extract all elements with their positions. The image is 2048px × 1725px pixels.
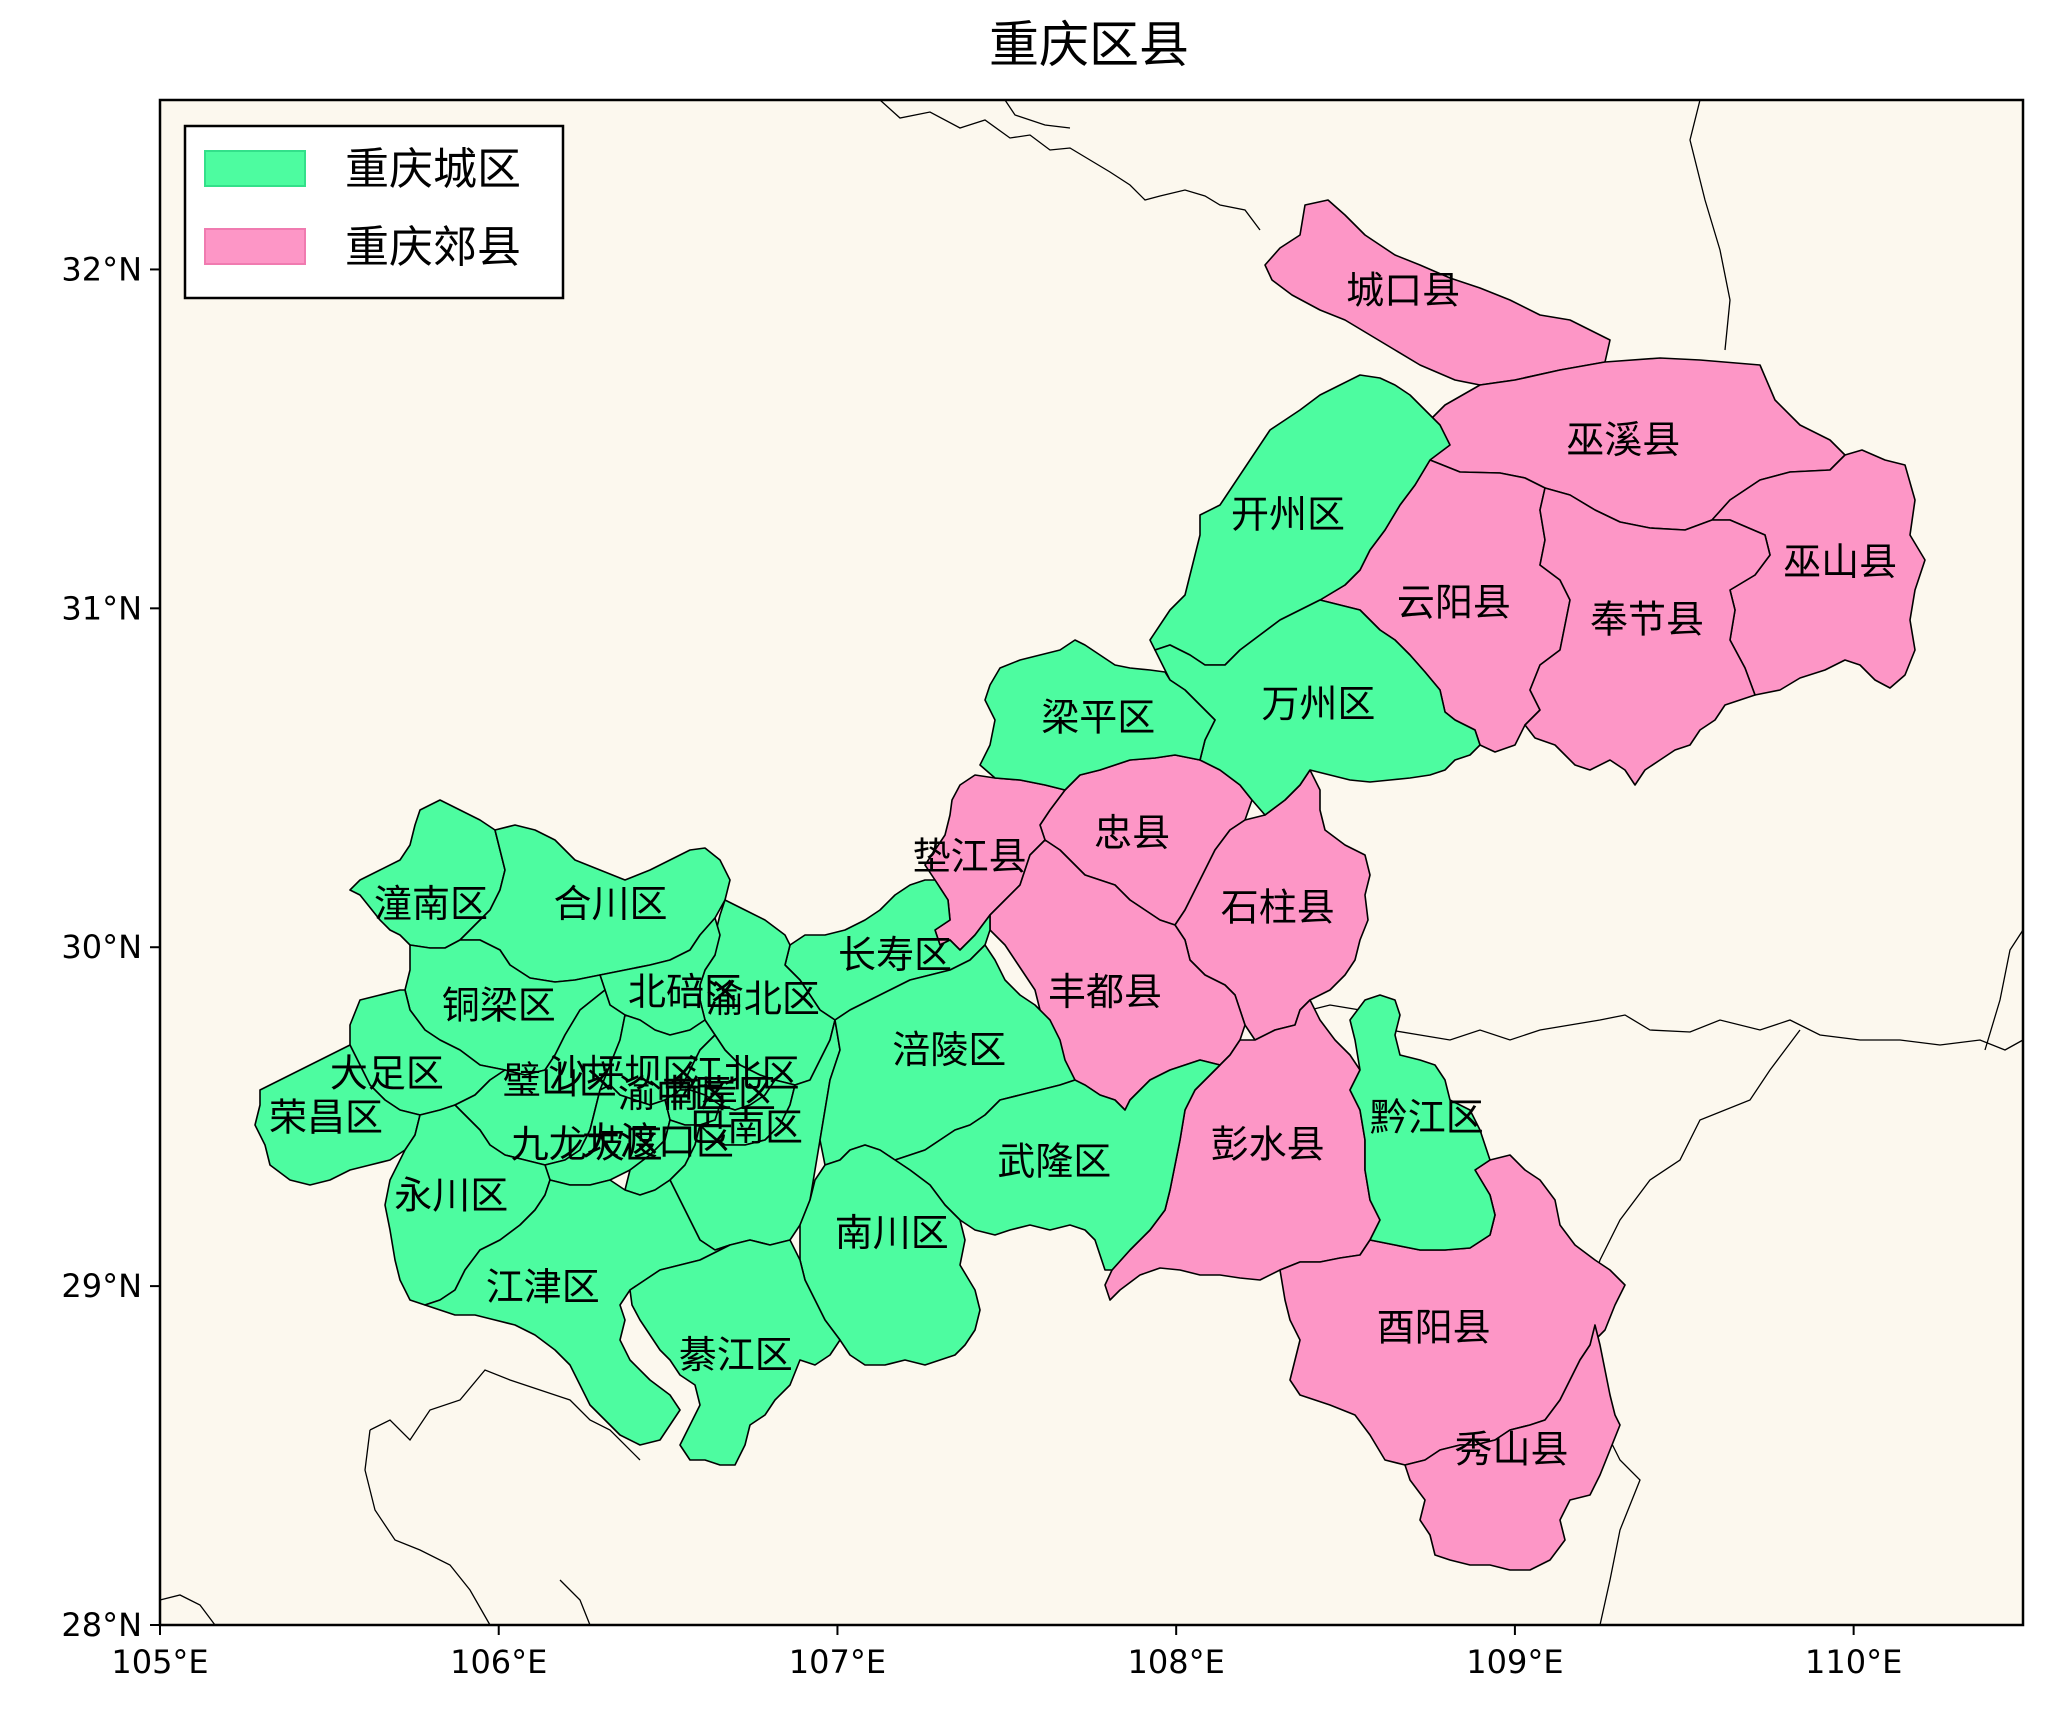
district-label: 铜梁区 <box>442 984 556 1028</box>
district-label: 石柱县 <box>1221 885 1335 929</box>
district-label: 黔江区 <box>1370 1096 1484 1140</box>
x-tick-label: 107°E <box>789 1643 886 1681</box>
district-label: 巴南区 <box>689 1106 803 1150</box>
district-label: 云阳县 <box>1397 580 1511 624</box>
district-wulong[interactable] <box>894 1059 1221 1271</box>
legend: 重庆城区 重庆郊县 <box>183 124 565 300</box>
y-tick-label: 28°N <box>61 1606 142 1644</box>
district-label: 彭水县 <box>1211 1123 1325 1167</box>
district-qijiang[interactable] <box>629 1239 841 1466</box>
district-label: 巫山县 <box>1783 540 1897 584</box>
legend-swatch-urban <box>204 150 306 187</box>
y-tick-label: 31°N <box>61 589 142 627</box>
district-label: 大足区 <box>330 1052 444 1096</box>
x-tick-label: 105°E <box>111 1643 208 1681</box>
legend-label-urban: 重庆城区 <box>345 144 521 195</box>
district-label: 江津区 <box>486 1265 600 1309</box>
axis-ticks: 105°E 106°E 107°E 108°E 109°E 110°E 28°N 29°N 30… <box>61 250 1902 1681</box>
district-label: 巫溪县 <box>1566 418 1680 462</box>
plot-frame <box>158 98 2025 1627</box>
y-tick-label: 32°N <box>61 250 142 288</box>
district-label: 沙坪坝区 <box>548 1052 700 1096</box>
district-label: 荣昌区 <box>269 1096 383 1140</box>
district-label: 万州区 <box>1261 682 1375 726</box>
district-label: 南川区 <box>835 1211 949 1255</box>
y-tick-label: 30°N <box>61 928 142 966</box>
district-label: 南岸区 <box>662 1072 776 1116</box>
district-label: 丰都县 <box>1048 970 1162 1014</box>
district-label: 九龙坡区 <box>511 1123 663 1167</box>
district-label: 合川区 <box>553 882 667 926</box>
district-label: 潼南区 <box>374 882 488 926</box>
map-title: 重庆区县 <box>989 16 1189 74</box>
legend-swatch-suburban <box>204 228 306 265</box>
neighbor-province-borders <box>159 99 2024 1626</box>
district-label: 长寿区 <box>838 933 952 977</box>
x-tick-label: 108°E <box>1128 1643 1225 1681</box>
district-fengjie[interactable] <box>1524 487 1771 786</box>
x-tick-label: 106°E <box>450 1643 547 1681</box>
district-label: 涪陵区 <box>892 1028 1006 1072</box>
district-label: 垫江县 <box>913 835 1027 879</box>
district-label: 忠县 <box>1094 811 1170 855</box>
x-tick-label: 110°E <box>1805 1643 1902 1681</box>
y-tick-label: 29°N <box>61 1267 142 1305</box>
district-label: 北碚区 <box>628 970 742 1014</box>
district-wanzhou[interactable] <box>1154 599 1481 816</box>
x-tick-label: 109°E <box>1466 1643 1563 1681</box>
district-label: 武隆区 <box>997 1140 1111 1184</box>
district-liangping[interactable] <box>979 639 1216 791</box>
district-label: 綦江区 <box>679 1333 793 1377</box>
district-label: 奉节县 <box>1590 597 1704 641</box>
district-label: 梁平区 <box>1041 696 1155 740</box>
legend-label-suburban: 重庆郊县 <box>345 222 521 273</box>
district-label: 渝北区 <box>706 977 820 1021</box>
district-label: 大渡口区 <box>582 1119 734 1163</box>
district-label: 渝中区 <box>618 1072 732 1116</box>
district-qianjiang[interactable] <box>1349 994 1496 1251</box>
district-label: 璧山区 <box>503 1058 617 1102</box>
district-label: 秀山县 <box>1454 1428 1568 1472</box>
district-label: 城口县 <box>1346 269 1460 313</box>
district-label: 开州区 <box>1231 492 1345 536</box>
district-label: 江北区 <box>686 1052 800 1096</box>
district-label: 永川区 <box>394 1174 508 1218</box>
district-polygons <box>254 199 1926 1571</box>
district-label: 酉阳县 <box>1377 1306 1491 1350</box>
district-xiushan[interactable] <box>1404 1324 1621 1571</box>
